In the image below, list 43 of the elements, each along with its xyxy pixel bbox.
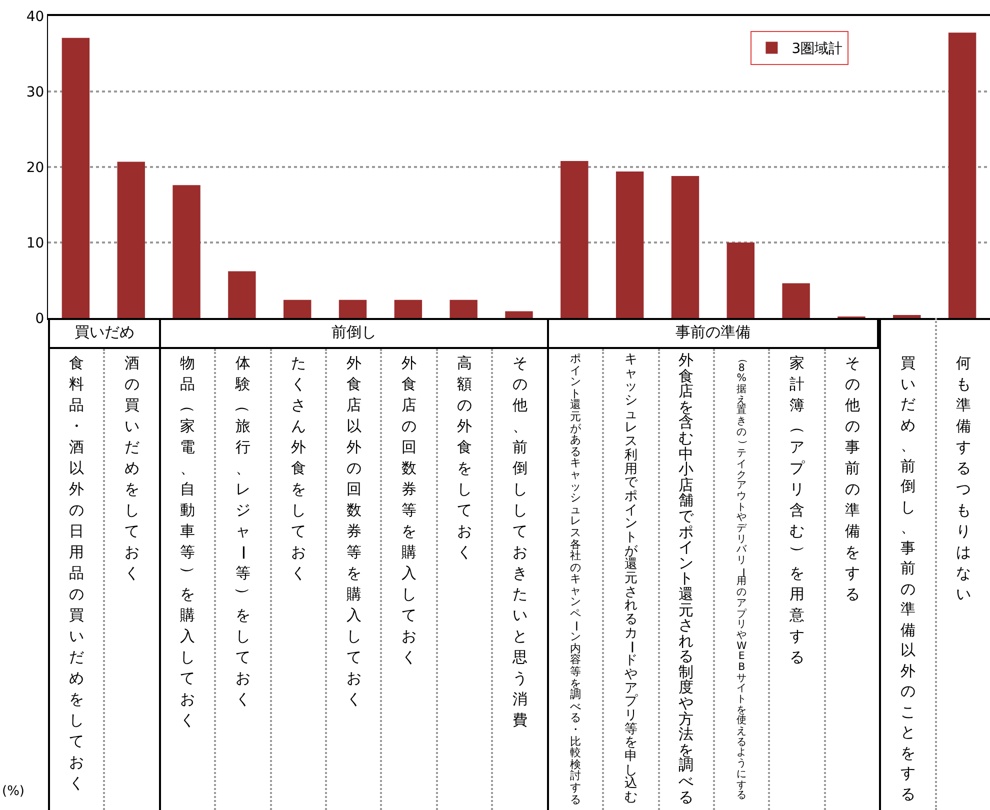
bar [505,311,533,318]
text: 前倒し [158,318,547,349]
category-label: 体験（旅行、レジャー等）をしておく [234,354,252,708]
bar [671,176,700,318]
text: (%) [2,784,24,799]
category-label: 酒の買いだめをしておく [124,354,140,582]
text: 買いだめ [48,318,159,349]
category-label: 物品（家電、自動車等）を購入しておく [179,354,198,729]
y-tick-label: 40 [26,8,44,25]
category-label: 家計簿（アプリ含む）を用意する [788,354,807,666]
category-label: その他、前倒ししておきたいと思う消費 [512,354,528,729]
bar [62,38,90,318]
bar [284,300,312,318]
category-label: 外食店以外の回数券等を購入しておく [346,354,362,708]
category-label: 買いだめ、前倒し、事前の準備以外のことをする [900,354,916,802]
category-label: 外食店を含む中小店舗でポイント還元される制度や方法を調べる [678,351,694,806]
bar [338,300,367,318]
category-label: たくさん外食をしておく [290,354,306,582]
text: 事前の準備 [546,318,880,349]
bar [172,185,200,318]
y-tick-label: 0 [35,310,44,327]
bar [782,283,810,318]
bar [228,271,256,318]
category-label: 何も準備するつもりはない [956,354,971,603]
bar [117,162,145,318]
bar [560,160,588,318]
category-label: 高額の外食をしておく [457,354,472,561]
y-tick-label: 10 [26,235,44,252]
category-label: 外食店の回数券等を購入しておく [402,354,417,666]
legend-label: 3圏域計 [792,41,843,58]
bar [616,172,644,318]
category-label: キャッシュレス利用でポイントが還元されるカードやアプリ等を申し込む [624,352,639,805]
y-tick-label: 20 [26,160,44,176]
category-label: その他の事前の準備をする [844,354,860,603]
y-tick-label: 30 [26,84,44,100]
category-label: 食料品・酒以外の日用品の買いだめをしておく [69,354,84,792]
bar [394,300,422,318]
bar [726,242,754,318]
category-label: （8%据え置きの）テイクアウトやデリバリー用のアプリやWEBサイトを使えるようにする [736,353,748,802]
bar [450,300,478,318]
category-label: ポイント還元があるキャッシュレス各社のキャンペーン内容等を調べる・比較検討する [569,352,582,806]
bar [893,314,921,318]
bar [948,32,976,318]
